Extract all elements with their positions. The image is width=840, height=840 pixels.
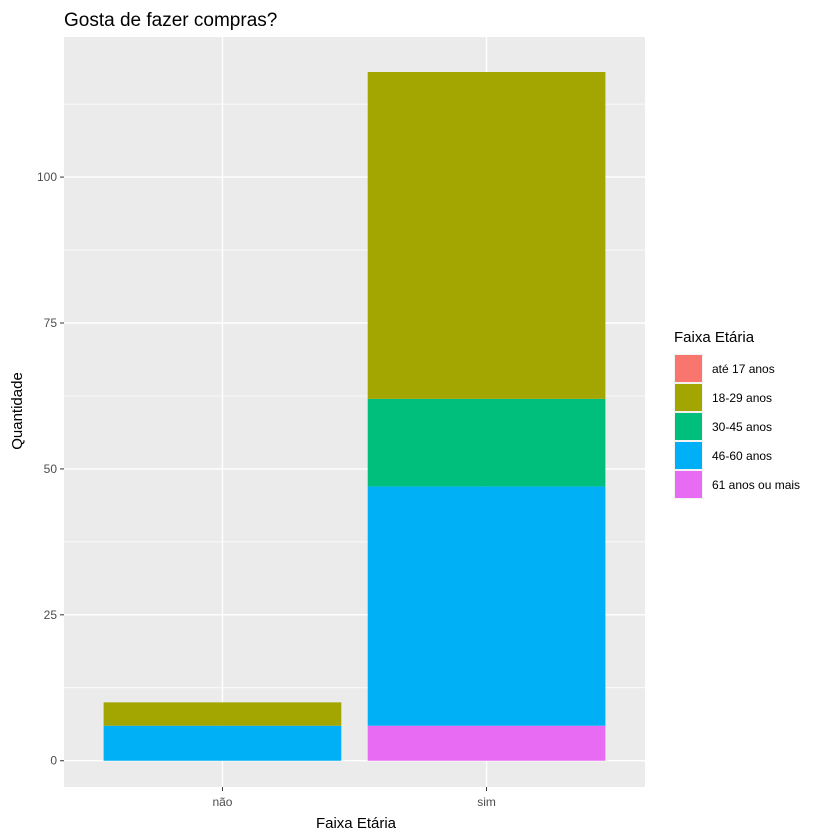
legend-swatch (675, 442, 702, 469)
x-tick-label: não (212, 795, 232, 809)
legend-label: 18-29 anos (712, 391, 772, 405)
chart-title: Gosta de fazer compras? (64, 10, 277, 31)
bar-segment (367, 398, 606, 487)
y-tick-label: 75 (44, 316, 58, 330)
y-tick-label: 100 (37, 170, 57, 184)
legend-label: 46-60 anos (712, 449, 772, 463)
bar-segment (367, 486, 606, 726)
legend: Faixa Etária até 17 anos 18-29 anos 30-45 … (674, 329, 800, 499)
legend-swatch (675, 384, 702, 411)
y-axis: 0 25 50 75 100 (37, 170, 64, 768)
x-axis: não sim (212, 787, 496, 809)
y-axis-title: Quantidade (9, 372, 26, 450)
x-axis-title: Faixa Etária (316, 815, 397, 832)
legend-title: Faixa Etária (674, 329, 755, 346)
x-tick-label: sim (477, 795, 496, 809)
bars (103, 72, 606, 761)
y-tick-label: 25 (44, 608, 58, 622)
legend-label: até 17 anos (712, 362, 775, 376)
bar-segment (103, 702, 342, 726)
legend-items: até 17 anos 18-29 anos 30-45 anos 46-60 ano… (674, 354, 800, 499)
bar-segment (367, 725, 606, 761)
legend-swatch (675, 471, 702, 498)
bar-segment (367, 72, 606, 399)
bar-segment (103, 725, 342, 761)
legend-label: 61 anos ou mais (712, 478, 800, 492)
legend-swatch (675, 355, 702, 382)
y-tick-label: 0 (50, 754, 57, 768)
legend-swatch (675, 413, 702, 440)
y-tick-label: 50 (44, 462, 58, 476)
legend-label: 30-45 anos (712, 420, 772, 434)
